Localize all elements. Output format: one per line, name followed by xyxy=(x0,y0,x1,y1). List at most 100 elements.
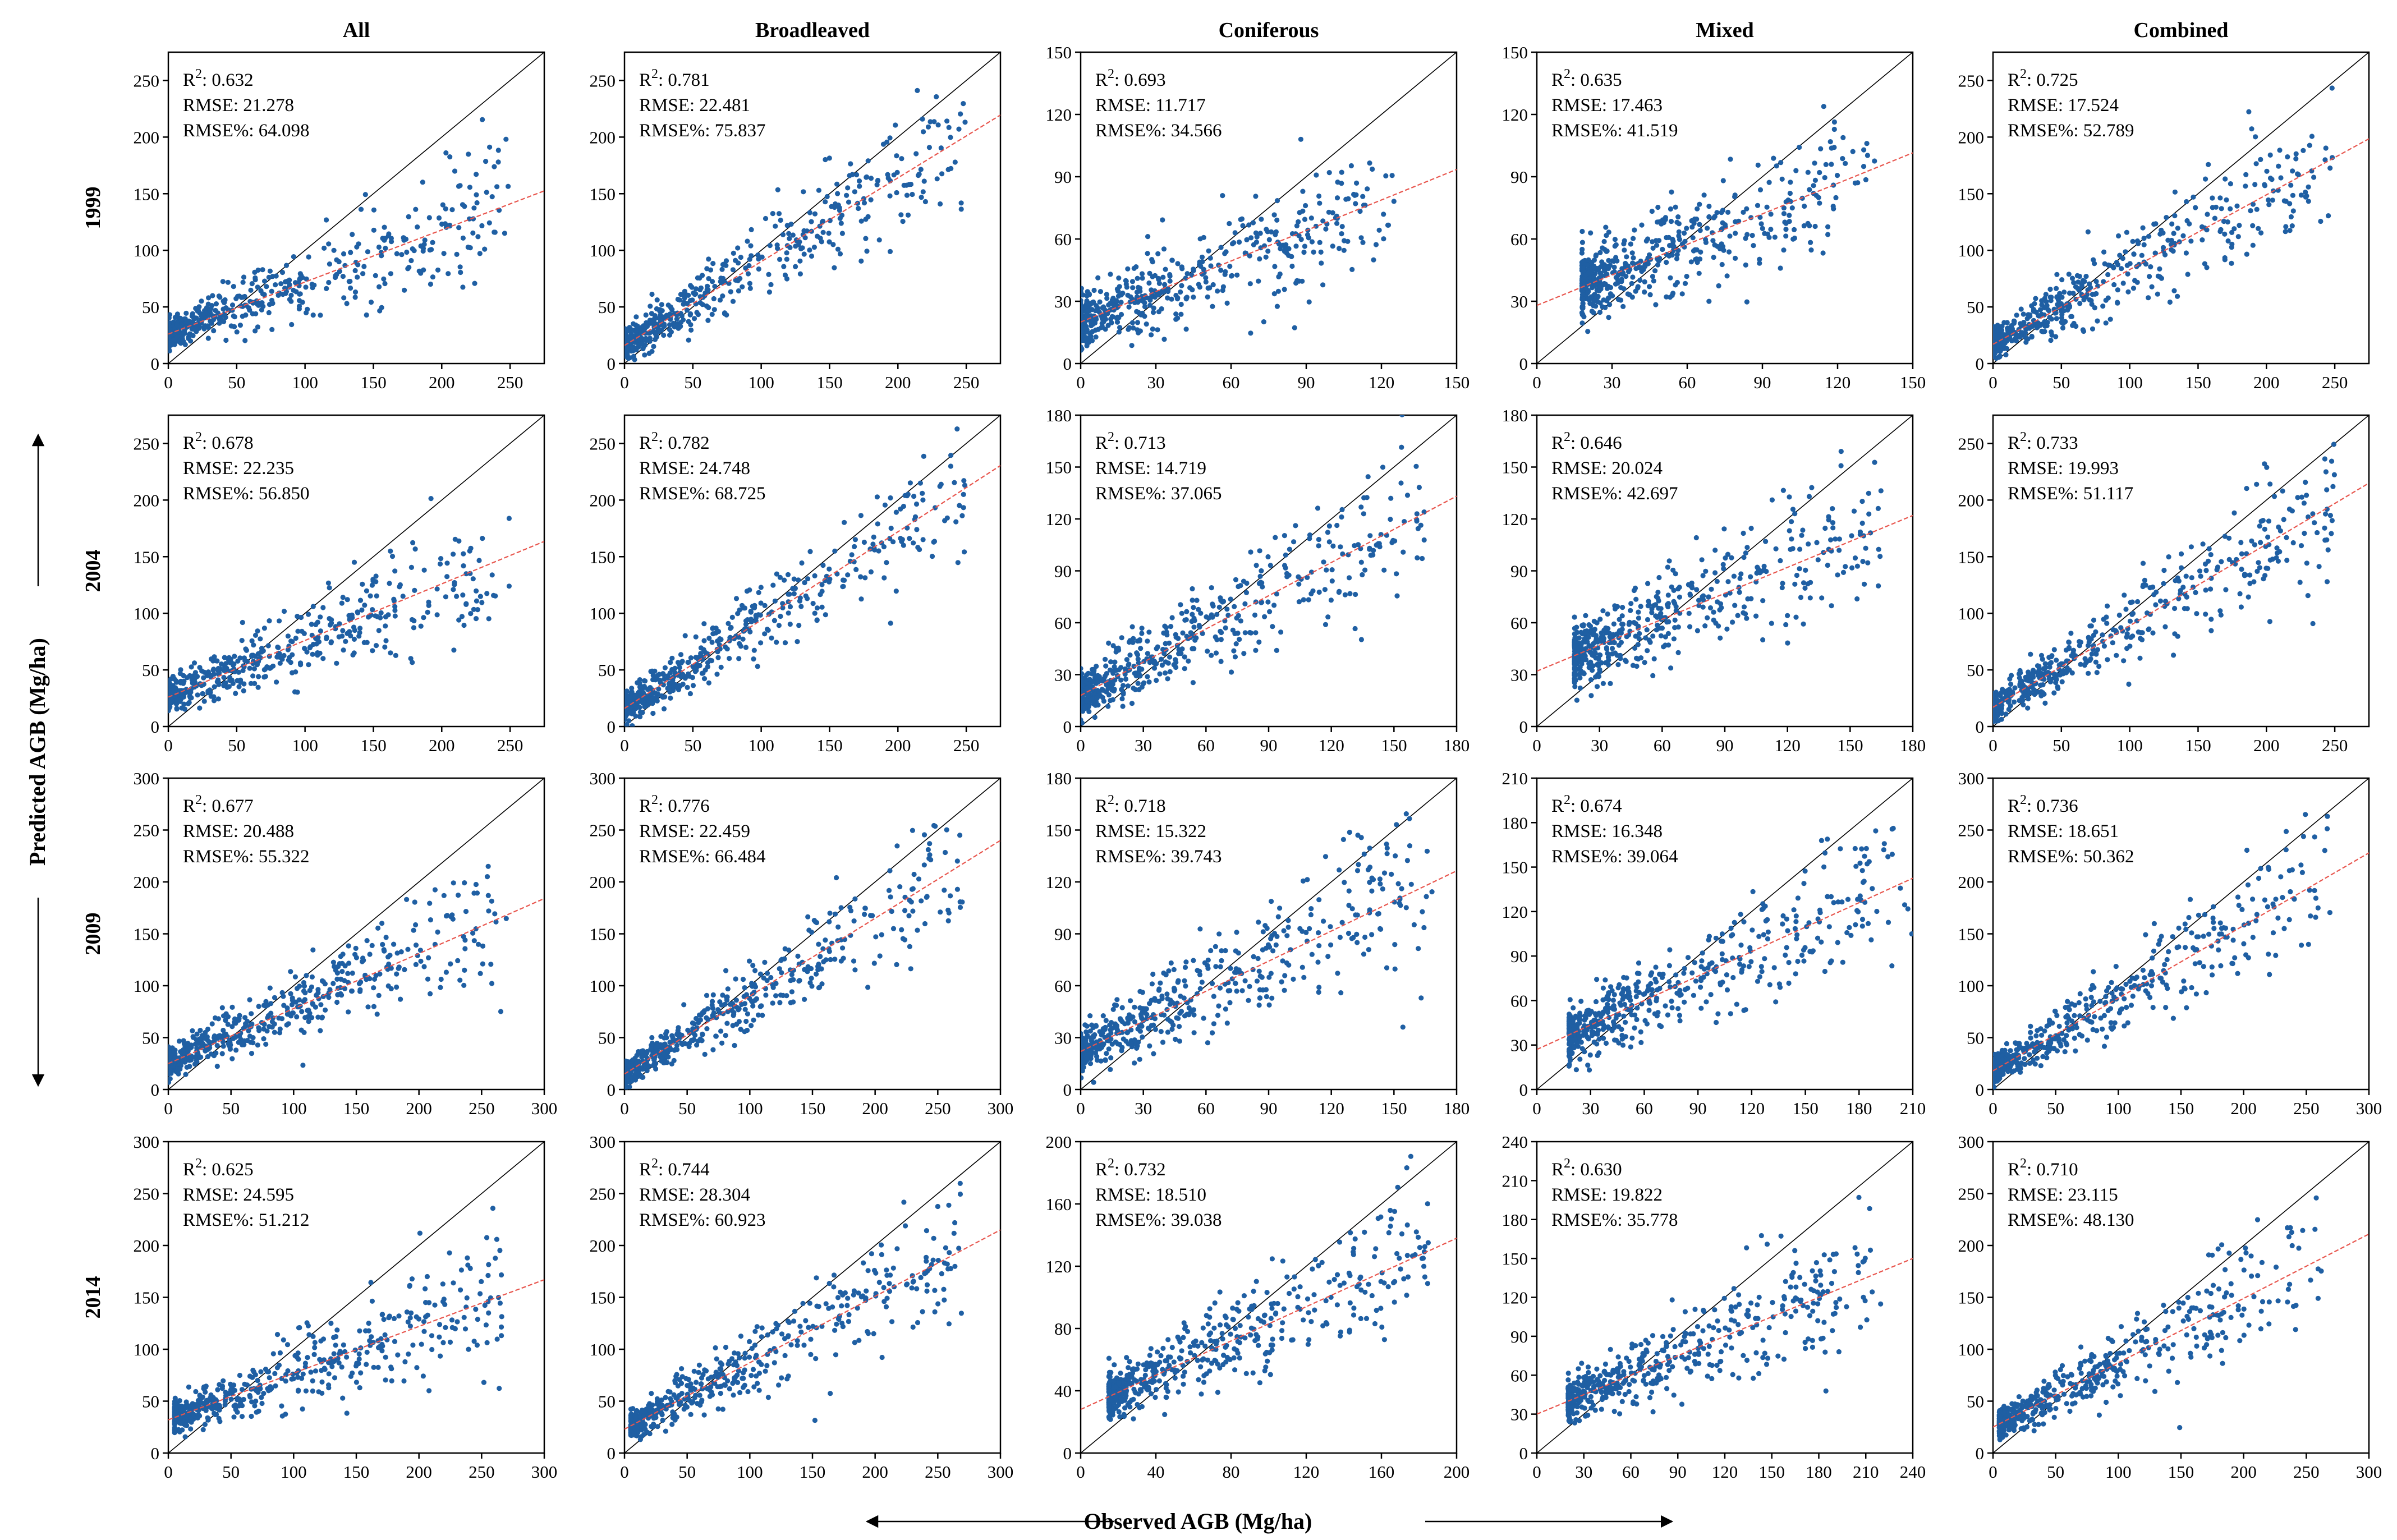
data-point xyxy=(1605,651,1610,656)
data-point xyxy=(261,667,267,673)
data-point xyxy=(1253,194,1259,199)
data-point xyxy=(1840,135,1846,140)
data-point xyxy=(1583,613,1588,618)
data-point xyxy=(1420,555,1425,562)
data-point xyxy=(725,620,731,626)
data-point xyxy=(705,318,711,323)
panel-frame xyxy=(167,414,545,728)
data-point xyxy=(1781,211,1787,217)
data-point xyxy=(1676,221,1682,227)
data-point xyxy=(1183,295,1189,301)
data-point xyxy=(2125,289,2131,295)
data-point xyxy=(1159,288,1165,294)
data-point xyxy=(1198,263,1204,269)
data-point xyxy=(1215,288,1220,294)
data-point xyxy=(1649,606,1655,612)
y-tick-label: 180 xyxy=(1502,406,1528,425)
data-point xyxy=(1216,263,1222,268)
data-point xyxy=(1175,636,1181,641)
data-point xyxy=(1370,552,1376,558)
y-tick-label: 0 xyxy=(607,717,616,737)
data-point xyxy=(782,577,787,583)
data-point xyxy=(2289,223,2295,229)
y-tick-label: 90 xyxy=(1054,167,1072,187)
data-point xyxy=(1604,645,1609,651)
data-point xyxy=(1394,571,1399,577)
x-tick-label: 150 xyxy=(1900,373,1926,392)
data-point xyxy=(1797,144,1802,150)
data-point xyxy=(232,324,237,330)
data-point xyxy=(362,603,368,608)
data-point xyxy=(961,505,966,511)
data-point xyxy=(480,117,485,122)
data-point xyxy=(710,625,716,631)
data-point xyxy=(1629,250,1635,256)
data-point xyxy=(913,151,919,157)
data-point xyxy=(240,314,245,319)
data-point xyxy=(1097,299,1103,305)
data-point xyxy=(922,199,928,205)
data-point xyxy=(665,686,671,691)
data-point xyxy=(371,227,376,233)
panel-frame xyxy=(1080,51,1458,365)
plot-area xyxy=(1993,52,2369,364)
data-point xyxy=(410,246,415,252)
data-point xyxy=(2303,189,2308,195)
data-point xyxy=(1838,463,1844,468)
data-point xyxy=(327,261,333,267)
data-point xyxy=(1664,260,1669,265)
data-point xyxy=(1131,664,1137,669)
data-point xyxy=(392,568,398,574)
data-point xyxy=(474,172,479,177)
data-point xyxy=(358,206,364,212)
data-point xyxy=(190,326,195,332)
data-point xyxy=(223,305,229,311)
data-point xyxy=(2311,174,2317,180)
data-point xyxy=(884,139,890,145)
rmse-pct-label: RMSE%: 68.725 xyxy=(639,484,766,504)
data-point xyxy=(787,622,793,627)
data-point xyxy=(1250,220,1256,226)
data-point xyxy=(2169,221,2175,227)
data-point xyxy=(1315,505,1321,511)
data-point xyxy=(373,643,379,649)
x-tick-label: 30 xyxy=(1591,735,1608,755)
x-tick-label: 120 xyxy=(1825,373,1851,392)
data-point xyxy=(864,174,870,180)
data-point xyxy=(201,698,207,704)
data-point xyxy=(898,212,904,218)
data-point xyxy=(1421,537,1427,543)
data-point xyxy=(1108,683,1114,689)
data-point xyxy=(409,617,415,623)
data-point xyxy=(1231,648,1237,654)
r2-label: R2: 0.693 xyxy=(1095,67,1166,90)
data-point xyxy=(325,580,332,586)
data-point xyxy=(1334,220,1340,226)
data-point xyxy=(2287,228,2293,233)
data-point xyxy=(225,668,231,674)
x-tick-label: 0 xyxy=(620,735,629,755)
data-point xyxy=(1723,555,1728,561)
data-point xyxy=(1320,218,1326,224)
data-point xyxy=(1673,204,1678,210)
plot-area xyxy=(624,52,1000,364)
data-point xyxy=(1673,571,1678,577)
data-point xyxy=(2065,304,2070,310)
data-point xyxy=(1604,233,1609,238)
data-point xyxy=(304,649,310,655)
data-point xyxy=(1700,604,1706,610)
data-point xyxy=(901,543,906,548)
y-tick-label: 200 xyxy=(590,127,616,147)
data-point xyxy=(675,296,681,302)
data-point xyxy=(773,223,778,229)
data-point xyxy=(1296,599,1302,605)
data-point xyxy=(920,189,926,195)
data-point xyxy=(757,612,763,618)
data-point xyxy=(1183,327,1189,332)
data-point xyxy=(1179,610,1184,616)
data-point xyxy=(882,502,888,508)
data-point xyxy=(1241,651,1247,656)
data-point xyxy=(1232,654,1238,660)
data-point xyxy=(1210,614,1215,620)
data-point xyxy=(354,244,360,250)
